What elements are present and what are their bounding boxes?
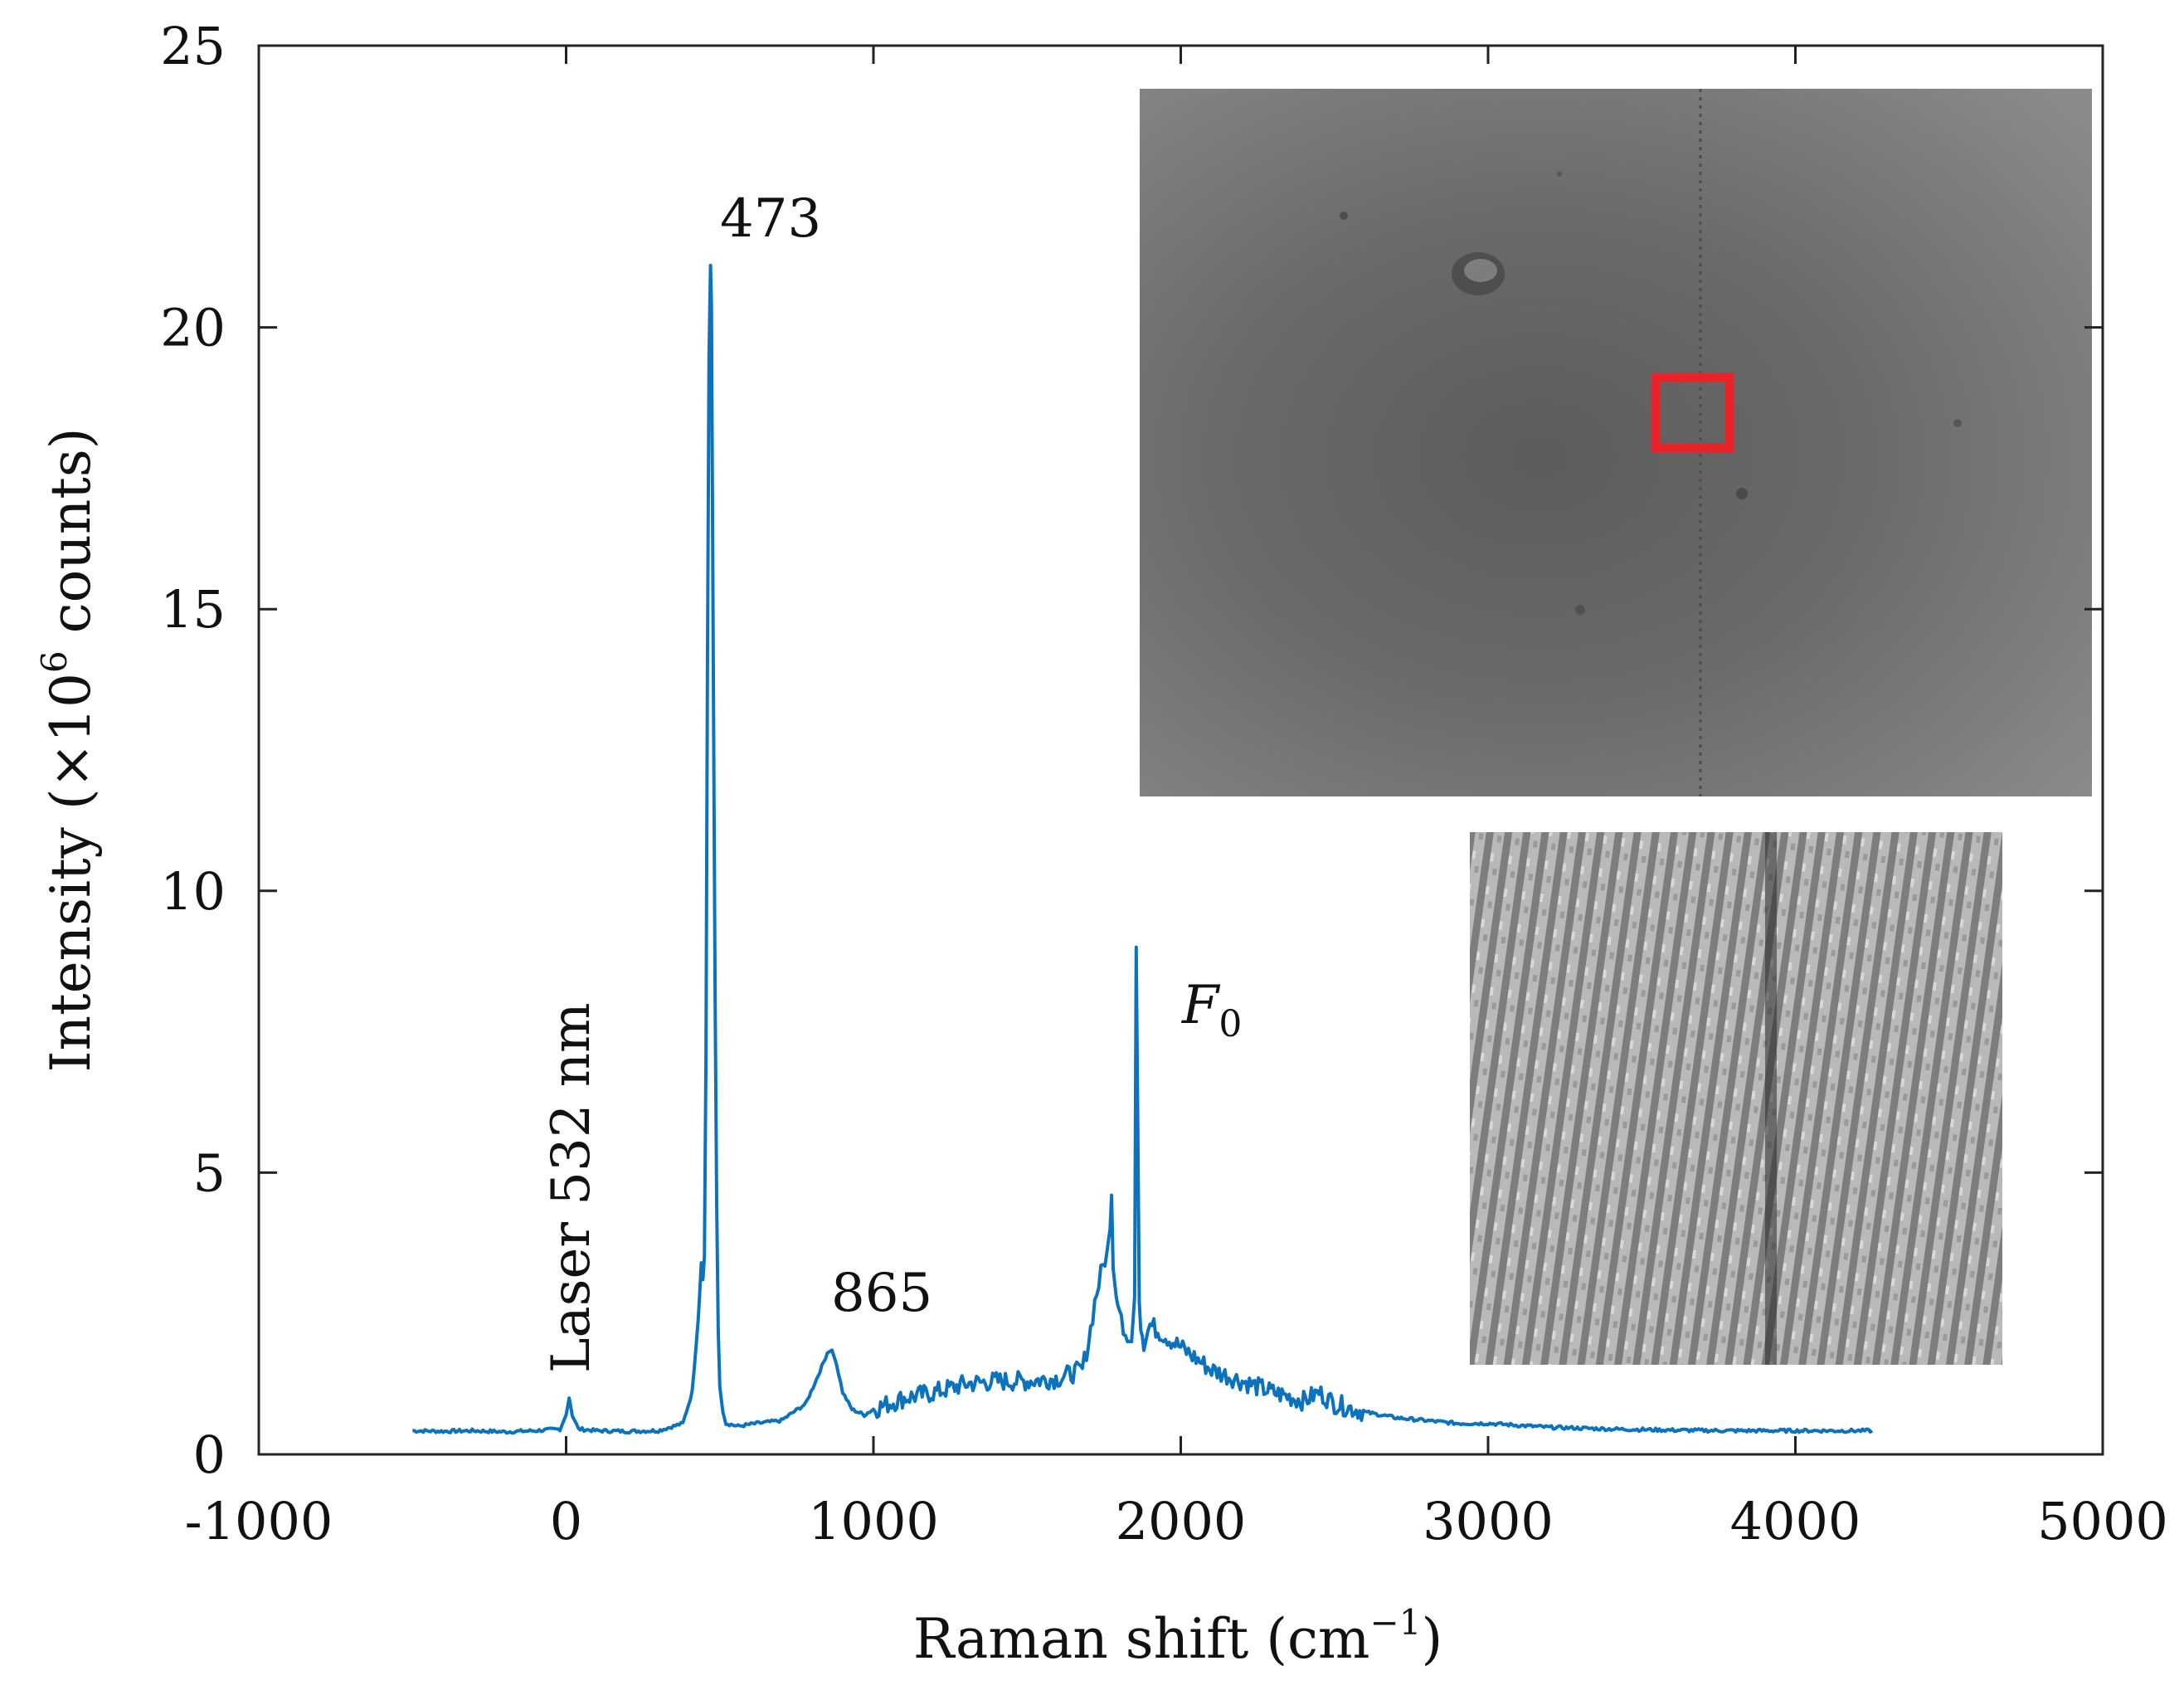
y-tick-label: 20 <box>160 298 226 358</box>
peak-annotations: 473 865 Laser 532 nm F0 <box>541 188 1242 1373</box>
x-tick-label: 0 <box>550 1491 582 1551</box>
y-tick-label: 15 <box>160 579 226 640</box>
y-axis-label: Intensity (×106 counts) <box>34 427 103 1072</box>
region-highlight-box <box>1651 373 1734 453</box>
y-tick-label: 10 <box>160 861 226 922</box>
annotation-laser: Laser 532 nm <box>541 1002 602 1373</box>
zoomed-lattice-image <box>1470 832 2002 1365</box>
x-tick-label: 4000 <box>1730 1491 1861 1551</box>
y-tick-label: 5 <box>193 1142 226 1203</box>
x-tick-label: -1000 <box>185 1491 333 1551</box>
axis-ticks <box>257 44 2104 1456</box>
x-tick-label: 5000 <box>2037 1491 2168 1551</box>
x-tick-label: 1000 <box>808 1491 939 1551</box>
annotation-865: 865 <box>831 1263 932 1324</box>
annotation-473: 473 <box>720 188 821 250</box>
x-axis-label: Raman shift (cm−1) <box>913 1602 1442 1671</box>
spectrum-line <box>412 263 1874 1435</box>
x-tick-label: 3000 <box>1423 1491 1554 1551</box>
microscope-image <box>1140 89 2092 796</box>
x-tick-label: 2000 <box>1116 1491 1247 1551</box>
y-tick-label: 25 <box>160 16 226 76</box>
y-tick-label: 0 <box>193 1425 226 1485</box>
annotation-f0: F0 <box>1181 975 1242 1045</box>
